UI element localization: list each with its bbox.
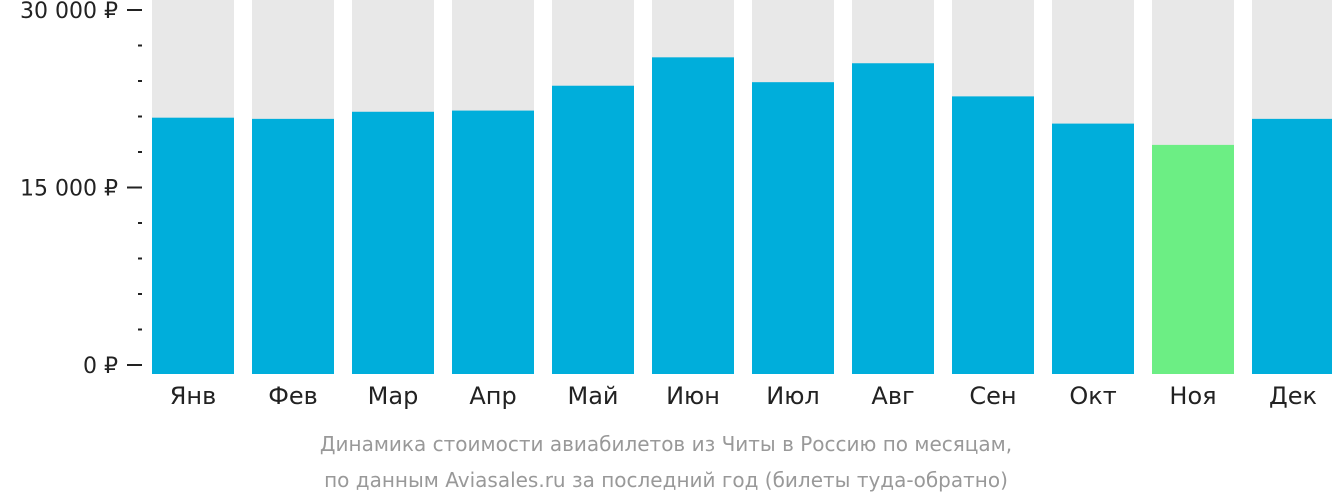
bar-4[interactable] [452, 110, 534, 374]
x-tick-label: Фев [268, 382, 318, 410]
bar-3[interactable] [352, 111, 434, 375]
bar-12[interactable] [1252, 118, 1332, 374]
y-tick-label: 15 000 ₽ [20, 177, 118, 202]
x-tick-label: Окт [1069, 382, 1116, 410]
bar-6[interactable] [652, 57, 734, 374]
x-tick-label: Ноя [1169, 382, 1216, 410]
bar-11[interactable] [1152, 144, 1234, 374]
bar-1[interactable] [152, 117, 234, 374]
bar-10[interactable] [1052, 123, 1134, 374]
bar-7[interactable] [752, 82, 834, 374]
x-tick-label: Дек [1269, 382, 1317, 410]
x-tick-label: Мар [368, 382, 419, 410]
bar-8[interactable] [852, 63, 934, 374]
chart-caption-line-1: Динамика стоимости авиабилетов из Читы в… [319, 432, 1013, 456]
y-tick-label: 0 ₽ [83, 354, 118, 379]
x-tick-label: Янв [170, 382, 217, 410]
chart-caption-line-2: по данным Aviasales.ru за последний год … [324, 468, 1008, 492]
bar-2[interactable] [252, 118, 334, 374]
y-tick-label: 30 000 ₽ [20, 0, 118, 24]
x-tick-label: Июн [666, 382, 720, 410]
x-tick-label: Июл [766, 382, 820, 410]
x-tick-label: Май [567, 382, 618, 410]
x-tick-label: Сен [969, 382, 1016, 410]
x-tick-label: Апр [469, 382, 516, 410]
x-tick-label: Авг [871, 382, 914, 410]
bar-5[interactable] [552, 85, 634, 374]
bar-9[interactable] [952, 96, 1034, 374]
